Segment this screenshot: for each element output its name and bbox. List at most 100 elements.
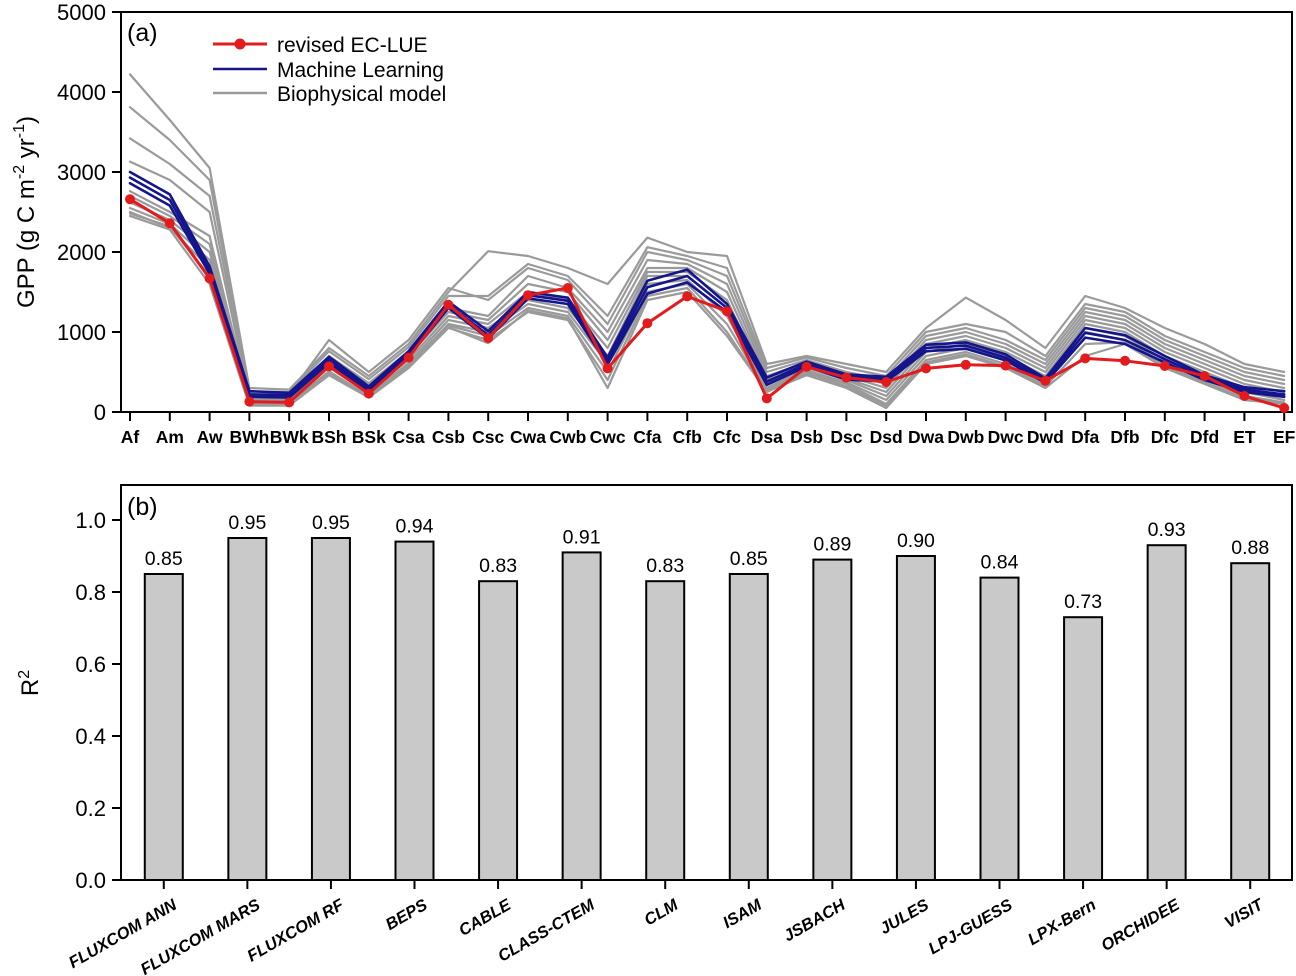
panel-a-y-tick-label: 1000 xyxy=(57,320,106,345)
legend-marker xyxy=(234,38,246,50)
series-line-biophysical-3 xyxy=(128,137,1286,396)
panel-a-x-tick-label: BSk xyxy=(352,427,386,447)
bar-value-label: 0.83 xyxy=(479,555,517,577)
panel-a-x-tick-label: Aw xyxy=(197,427,223,447)
legend-label: Biophysical model xyxy=(277,83,446,106)
bar-value-label: 0.93 xyxy=(1148,519,1186,541)
series-line-machine-learning-1 xyxy=(128,170,1286,395)
panel-a-y-tick-label: 3000 xyxy=(57,160,106,185)
bar-jsbach xyxy=(812,558,853,881)
panel-b-x-tick-label: ORCHIDEE xyxy=(1098,895,1183,955)
panel-a-x-tick-label: EF xyxy=(1273,427,1296,447)
series-line-biophysical-2 xyxy=(128,106,1286,394)
data-point-marker xyxy=(1159,361,1170,371)
data-point-marker xyxy=(523,290,533,301)
panel-b-x-tick-label: BEPS xyxy=(383,896,431,934)
panel-a-x-tick-label: Csa xyxy=(393,427,425,447)
bar-orchidee xyxy=(1146,544,1187,881)
data-point-marker xyxy=(921,363,931,374)
panel-a-x-tick-label: Dsd xyxy=(870,427,903,447)
series-line-machine-learning-3 xyxy=(128,181,1286,399)
bar-fluxcom-mars xyxy=(227,537,268,881)
data-point-marker xyxy=(562,283,573,293)
panel-a-x-tick-label: Af xyxy=(121,427,140,447)
bar-beps xyxy=(394,540,435,881)
panel-b-x-tick-label: ISAM xyxy=(720,895,766,932)
panel-b-y-tick-label: 0.8 xyxy=(75,580,106,605)
data-point-marker xyxy=(1199,371,1210,381)
bar-cable xyxy=(478,580,519,881)
series-line-machine-learning-2 xyxy=(128,176,1286,397)
legend-label: Machine Learning xyxy=(277,59,444,82)
panel-b-y-tick-label: 0.6 xyxy=(75,652,106,677)
panel-a-x-tick-label: Dfd xyxy=(1190,427,1219,447)
panel-a-x-tick-label: BSh xyxy=(312,427,347,447)
legend-label: revised EC-LUE xyxy=(277,34,428,57)
data-point-marker xyxy=(164,218,175,229)
panel-a-x-tick-label: Dsc xyxy=(830,427,862,447)
data-point-marker xyxy=(682,291,693,302)
bar-fluxcom-rf xyxy=(310,537,351,881)
panel-b-x-tick-label: LPX-Bern xyxy=(1025,896,1099,949)
bar-class-ctem xyxy=(561,551,602,882)
data-point-marker xyxy=(881,377,892,387)
data-point-marker xyxy=(960,359,971,370)
bar-lpx-bern xyxy=(1063,616,1104,881)
panel-b-y-tick-label: 0.0 xyxy=(75,868,106,893)
panel-a-x-tick-label: BWk xyxy=(270,427,309,447)
panel-b-x-tick-label: CLM xyxy=(641,895,682,929)
panel-a-x-tick-label: Dsa xyxy=(751,427,783,447)
bar-value-label: 0.73 xyxy=(1064,591,1102,613)
panel-a-x-tick-label: Dfb xyxy=(1110,427,1139,447)
panel-b-y-tick-label: 0.4 xyxy=(75,724,106,749)
bar-value-label: 0.85 xyxy=(145,548,183,570)
data-point-marker xyxy=(443,299,454,310)
bar-value-label: 0.91 xyxy=(563,526,601,548)
panel-a-y-tick-label: 4000 xyxy=(57,80,106,105)
bar-fluxcom-ann xyxy=(143,573,184,881)
bar-value-label: 0.94 xyxy=(396,516,434,538)
bar-isam xyxy=(728,573,769,881)
data-point-marker xyxy=(722,306,732,317)
panel-a-x-tick-label: Dwb xyxy=(947,427,984,447)
bar-visit xyxy=(1230,562,1271,881)
data-point-marker xyxy=(1080,353,1091,364)
panel-b-x-tick-label: VISIT xyxy=(1221,895,1267,932)
panel-a-x-tick-label: Dfc xyxy=(1151,427,1179,447)
bar-value-label: 0.88 xyxy=(1231,537,1269,559)
data-point-marker xyxy=(483,333,494,343)
panel-b-x-tick-label: LPJ-GUESS xyxy=(925,896,1015,958)
data-point-marker xyxy=(1040,375,1051,386)
bar-jules xyxy=(895,555,936,881)
panel-a-x-tick-label: Csc xyxy=(472,427,504,447)
panel-b-y-tick-label: 1.0 xyxy=(75,508,106,533)
panel-a-x-tick-label: Cwa xyxy=(510,427,546,447)
panel-a-x-tick-label: ET xyxy=(1233,427,1256,447)
panel-a-y-tick-label: 2000 xyxy=(57,240,106,265)
panel-b-label: (b) xyxy=(127,493,158,521)
data-point-marker xyxy=(284,397,295,408)
panel-a-x-tick-label: Am xyxy=(156,427,184,447)
panel-a-x-tick-label: Dwd xyxy=(1027,427,1064,447)
panel-a-x-tick-label: Cfb xyxy=(673,427,702,447)
panel-a-x-tick-label: Cfc xyxy=(713,427,741,447)
panel-a-y-axis-title: GPP (g C m-2 yr-1) xyxy=(11,116,40,308)
panel-a-x-tick-label: Dsb xyxy=(790,427,823,447)
bar-value-label: 0.95 xyxy=(228,512,266,534)
data-point-marker xyxy=(1279,403,1290,413)
series-line-revised-ec-lue xyxy=(128,197,1286,410)
data-point-marker xyxy=(125,194,135,205)
data-point-marker xyxy=(602,363,613,374)
series-line-biophysical-1 xyxy=(128,73,1286,391)
bar-value-label: 0.90 xyxy=(897,530,935,552)
panel-a-x-tick-label: Csb xyxy=(432,427,465,447)
panel-b-x-tick-label: JSBACH xyxy=(781,895,850,945)
panel-a-x-tick-label: Dwc xyxy=(988,427,1024,447)
panel-a-x-tick-label: Dwa xyxy=(908,427,944,447)
panel-b-frame xyxy=(120,484,1293,881)
panel-a-x-tick-label: BWh xyxy=(229,427,269,447)
panel-a-x-tick-label: Cfa xyxy=(633,427,661,447)
